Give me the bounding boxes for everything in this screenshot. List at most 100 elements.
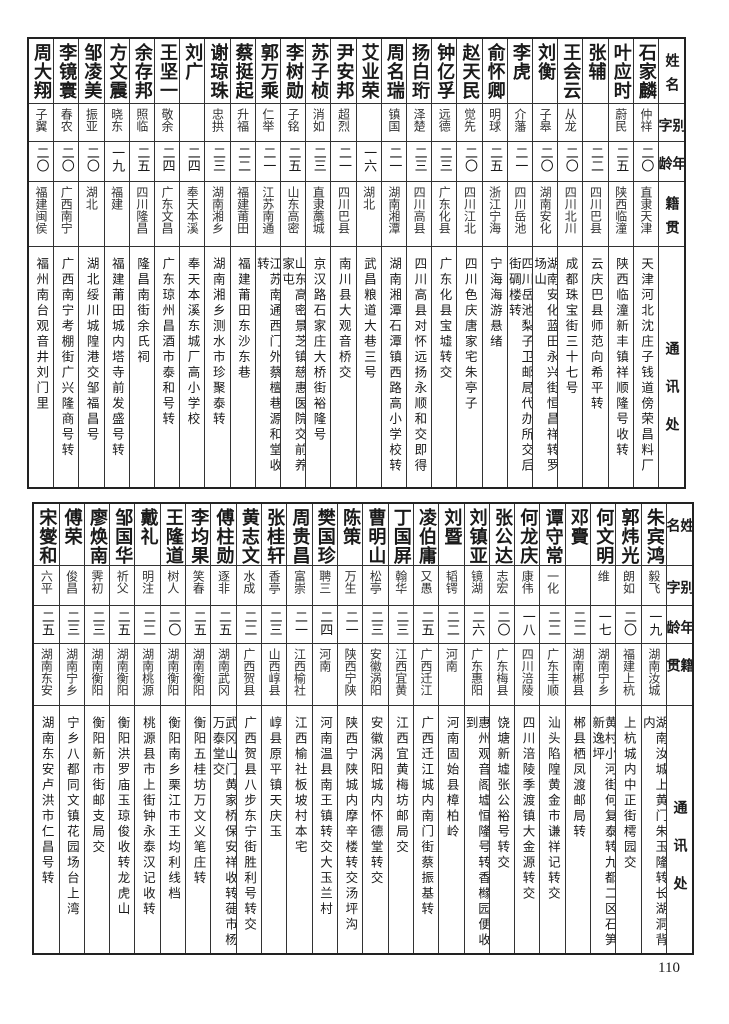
address-cell: 福建莆田东沙东巷 (231, 247, 255, 487)
address-cell: 惠州观音阁墟恒隆号转香橼园便收到 (465, 706, 489, 953)
alias-cell: 敬余 (154, 104, 180, 142)
native-place-text: 湖南郴县 (570, 648, 585, 696)
address-text: 京汉路石家庄大桥街裕隆号 (311, 257, 327, 443)
native-place-cell: 广东惠阳 (464, 644, 489, 706)
address-text: 四川高县对怀远扬永顺和交即得 (412, 257, 428, 474)
native-place-text: 湖南武冈 (216, 648, 231, 696)
name-cell: 朱宾鸿 (641, 504, 666, 566)
native-place-cell: 广东丰顺 (540, 644, 565, 706)
name-text: 樊国珍 (314, 508, 336, 565)
alias-cell: 消如 (306, 104, 331, 142)
person-record: 邓賷 二二 湖南郴县 郴县栖凤渡邮局转 (564, 504, 591, 953)
age-cell: 二二 (236, 606, 261, 644)
native-place-cell: 湖南郴县 (565, 644, 591, 706)
header-cell: 别字 (659, 104, 684, 142)
native-place-cell: 江苏南通 (255, 182, 280, 247)
native-place-text: 湖南东安 (39, 648, 54, 696)
alias-cell (565, 566, 591, 606)
address-text: 武昌粮道大巷三号 (361, 257, 377, 381)
address-text: 武冈山门黄家桥保安祥收转蓰市杨万泰堂交 (211, 716, 236, 949)
alias-text: 祈父 (115, 570, 130, 594)
alias-cell: 毅飞 (641, 566, 666, 606)
address-cell: 宁海海游悬绪 (483, 247, 507, 487)
header-column: 姓名 别字 年龄 籍贯 通讯处 (666, 504, 692, 953)
address-cell: 郴县栖凤渡邮局转 (566, 706, 590, 953)
native-place-cell: 湖南东安 (34, 644, 59, 706)
address-cell: 湖南东安卢洪市仁昌号转 (34, 706, 58, 953)
age-text: 二五 (613, 146, 629, 172)
alias-text: 春农 (59, 108, 74, 132)
alias-cell: 忠拱 (205, 104, 230, 142)
native-place-text: 江西宜黄 (393, 648, 408, 696)
name-cell: 邓賷 (565, 504, 591, 566)
address-text: 桃源县市上街钟永泰汉记收转 (140, 716, 156, 918)
age-cell: 二三 (262, 606, 287, 644)
name-text: 张桂轩 (264, 508, 286, 565)
alias-text: 笑春 (191, 570, 206, 594)
native-place-cell: 四川江北 (457, 182, 482, 247)
address-cell: 成都珠宝街三十七号 (558, 247, 582, 487)
header-cell: 年龄 (659, 142, 684, 182)
alias-text: 明球 (487, 108, 502, 132)
native-place-text: 湖北 (361, 186, 376, 210)
age-text: 二一 (260, 146, 276, 172)
alias-text: 敬余 (160, 108, 175, 132)
age-cell: 二四 (154, 142, 180, 182)
name-cell: 余存邦 (129, 39, 154, 104)
age-text: 二一 (335, 146, 351, 172)
person-record: 朱宾鸿 毅飞 一九 湖南汝城 湖南汝城上黄门朱玉隆转长湖洞背内 (640, 504, 666, 953)
name-cell: 周贵昌 (287, 504, 312, 566)
address-cell: 湖北绥川城隍港交邹福昌号 (79, 247, 103, 487)
address-text: 陕西宁陕城内摩辛楼转交汤坪沟 (343, 716, 359, 933)
age-cell: 二三 (205, 142, 230, 182)
name-text: 谢琼珠 (207, 43, 229, 100)
age-cell: 二六 (464, 606, 489, 644)
age-text: 一九 (646, 610, 662, 636)
address-cell: 湖南湘乡测水市珍聚泰转 (205, 247, 229, 487)
native-place-cell: 四川涪陵 (515, 644, 540, 706)
name-text: 刘镇亚 (466, 508, 488, 565)
alias-cell: 聘三 (312, 566, 337, 606)
alias-cell: 维 (591, 566, 616, 606)
alias-cell: 树人 (160, 566, 186, 606)
header-column: 姓名 别字 年龄 籍贯 通讯处 (658, 39, 684, 487)
address-cell: 山东高密景芝镇慈惠医院交前养家屯 (281, 247, 305, 487)
name-text: 廖焕南 (86, 508, 108, 565)
address-text: 广东琼州昌酒市泰和号转 (160, 257, 176, 428)
age-text: 二一 (386, 146, 402, 172)
native-place-cell: 山东高密 (280, 182, 306, 247)
age-text: 二〇 (461, 146, 477, 172)
age-text: 二四 (184, 146, 200, 172)
native-place-cell: 湖南衡阳 (84, 644, 110, 706)
alias-text: 毅飞 (646, 570, 661, 594)
address-cell: 四川涪陵季渡镇大金源转交 (515, 706, 539, 953)
address-text: 福建莆田城内塔寺前发盛号转 (109, 257, 125, 459)
name-cell: 戴礼 (135, 504, 160, 566)
person-record: 张桂轩 香亭 二三 山西崞县 崞县原平镇天庆玉 (261, 504, 287, 953)
alias-cell: 仲祥 (633, 104, 658, 142)
age-cell: 二〇 (54, 142, 79, 182)
name-text: 谭守常 (542, 508, 564, 565)
alias-text: 从龙 (563, 108, 578, 132)
alias-cell: 翰华 (388, 566, 413, 606)
native-place-text: 河南 (444, 648, 459, 672)
age-cell: 二二 (439, 606, 464, 644)
native-place-cell: 福建莆田 (230, 182, 255, 247)
name-cell: 周大翔 (28, 39, 54, 104)
alias-cell: 明球 (482, 104, 507, 142)
name-text: 邹凌美 (81, 43, 103, 100)
name-text: 邓賷 (567, 508, 589, 546)
alias-cell: 子翼 (28, 104, 54, 142)
age-text: 二二 (140, 610, 156, 636)
alias-text: 照临 (134, 108, 149, 132)
alias-text: 聘三 (317, 570, 332, 594)
header-cell: 籍贯 (659, 182, 684, 247)
address-cell: 湖南安化蓝田永兴街恒昌祥转罗场山 (533, 247, 557, 487)
native-place-cell: 广西迁江 (413, 644, 439, 706)
person-record: 赵天民 觉先 二〇 四川江北 四川色庆唐家宅朱亭子 (456, 39, 482, 487)
name-cell: 刘暨 (439, 504, 464, 566)
age-cell: 二〇 (28, 142, 54, 182)
address-text: 四川岳池梨子卫邮局代办所交后街碉楼转 (507, 257, 532, 474)
name-text: 周大翔 (31, 43, 53, 100)
native-place-text: 湖南湘潭 (386, 186, 401, 234)
